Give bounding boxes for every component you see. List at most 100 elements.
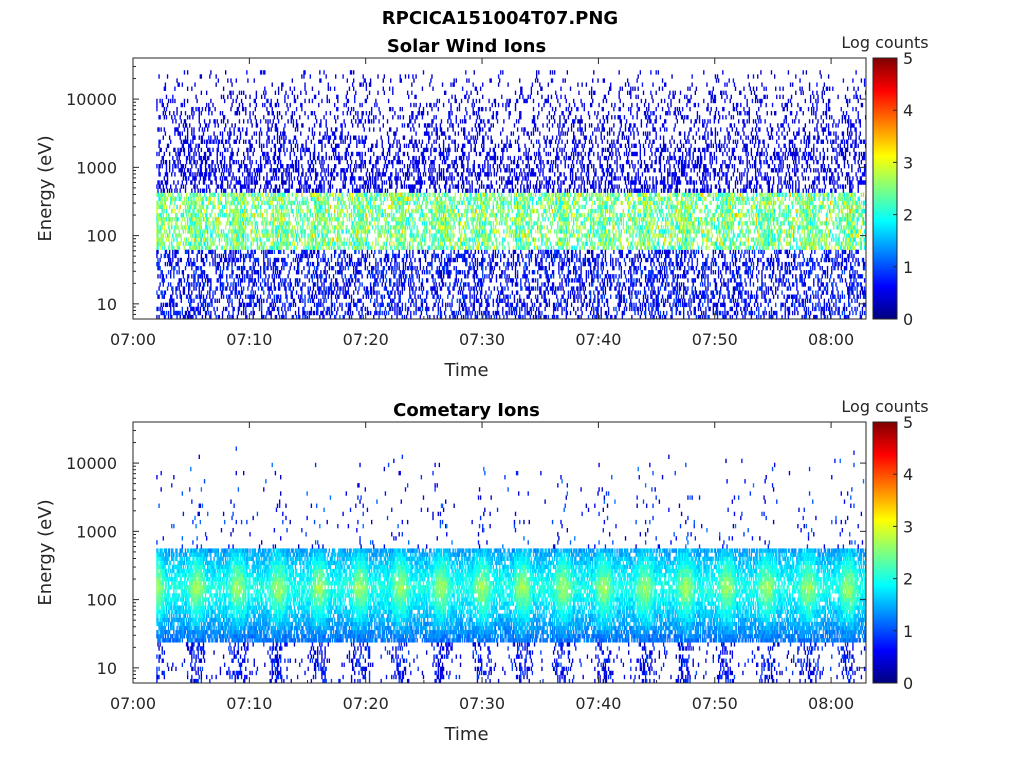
heatmap-cell: [218, 225, 219, 229]
heatmap-cell: [366, 82, 367, 86]
heatmap-cell: [199, 246, 200, 250]
heatmap-cell: [393, 270, 394, 274]
heatmap-cell: [367, 95, 368, 99]
heatmap-cell: [395, 254, 396, 258]
heatmap-cell: [191, 197, 192, 201]
heatmap-cell: [394, 307, 395, 311]
heatmap-cell: [219, 217, 220, 221]
heatmap-cell: [348, 266, 349, 270]
heatmap-cell: [186, 193, 187, 197]
heatmap-cell: [290, 286, 291, 290]
heatmap-cell: [231, 266, 232, 270]
heatmap-cell: [386, 168, 387, 172]
heatmap-cell: [207, 290, 208, 294]
heatmap-cell: [279, 201, 280, 205]
heatmap-cell: [321, 99, 322, 103]
heatmap-cell: [405, 229, 406, 233]
heatmap-cell: [395, 172, 396, 176]
heatmap-cell: [175, 197, 176, 201]
heatmap-cell: [306, 274, 307, 278]
heatmap-cell: [278, 87, 279, 91]
heatmap-cell: [291, 303, 292, 307]
heatmap-cell: [185, 164, 186, 168]
heatmap-cell: [342, 197, 343, 201]
heatmap-cell: [223, 254, 224, 258]
heatmap-cell: [367, 286, 368, 290]
heatmap-cell: [240, 250, 241, 254]
heatmap-cell: [365, 140, 366, 144]
heatmap-cell: [199, 144, 200, 148]
heatmap-cell: [330, 111, 331, 115]
heatmap-cell: [337, 307, 338, 311]
heatmap-cell: [206, 172, 207, 176]
heatmap-cell: [331, 168, 332, 172]
heatmap-cell: [214, 135, 215, 139]
heatmap-cell: [378, 213, 379, 217]
heatmap-cell: [308, 221, 309, 225]
heatmap-cell: [167, 103, 168, 107]
heatmap-cell: [220, 131, 221, 135]
heatmap-cell: [264, 262, 265, 266]
heatmap-cell: [241, 99, 242, 103]
heatmap-cell: [390, 78, 391, 82]
heatmap-cell: [202, 140, 203, 144]
heatmap-cell: [247, 201, 248, 205]
heatmap-cell: [254, 282, 255, 286]
heatmap-cell: [329, 140, 330, 144]
heatmap-cell: [258, 262, 259, 266]
heatmap-cell: [236, 99, 237, 103]
heatmap-cell: [269, 221, 270, 225]
heatmap-cell: [373, 127, 374, 131]
heatmap-cell: [245, 193, 246, 197]
heatmap-cell: [357, 233, 358, 237]
heatmap-cell: [162, 201, 163, 205]
heatmap-cell: [280, 299, 281, 303]
heatmap-cell: [407, 254, 408, 258]
heatmap-cell: [167, 262, 168, 266]
heatmap-cell: [374, 290, 375, 294]
heatmap-cell: [200, 229, 201, 233]
heatmap-cell: [184, 290, 185, 294]
heatmap-cell: [386, 246, 387, 250]
heatmap-cell: [224, 99, 225, 103]
heatmap-cell: [283, 205, 284, 209]
heatmap-cell: [188, 250, 189, 254]
heatmap-cell: [377, 176, 378, 180]
heatmap-cell: [161, 213, 162, 217]
heatmap-cell: [283, 135, 284, 139]
heatmap-cell: [382, 299, 383, 303]
heatmap-cell: [321, 189, 322, 193]
heatmap-cell: [194, 189, 195, 193]
heatmap-cell: [290, 156, 291, 160]
heatmap-cell: [166, 217, 167, 221]
heatmap-cell: [244, 176, 245, 180]
heatmap-cell: [379, 278, 380, 282]
heatmap-cell: [280, 295, 281, 299]
heatmap-cell: [166, 205, 167, 209]
heatmap-cell: [190, 258, 191, 262]
heatmap-cell: [253, 111, 254, 115]
heatmap-cell: [284, 95, 285, 99]
heatmap-cell: [366, 172, 367, 176]
heatmap-cell: [334, 213, 335, 217]
heatmap-cell: [204, 189, 205, 193]
heatmap-cell: [191, 189, 192, 193]
heatmap-cell: [216, 74, 217, 78]
heatmap-cell: [214, 237, 215, 241]
heatmap-cell: [251, 270, 252, 274]
heatmap-cell: [332, 242, 333, 246]
heatmap-cell: [207, 225, 208, 229]
heatmap-cell: [190, 160, 191, 164]
heatmap-cell: [365, 160, 366, 164]
heatmap-cell: [257, 180, 258, 184]
heatmap-cell: [404, 286, 405, 290]
heatmap-cell: [209, 189, 210, 193]
heatmap-cell: [316, 205, 317, 209]
heatmap-cell: [222, 180, 223, 184]
heatmap-cell: [335, 197, 336, 201]
heatmap-cell: [304, 111, 305, 115]
heatmap-cell: [169, 189, 170, 193]
heatmap-cell: [379, 127, 380, 131]
heatmap-cell: [378, 270, 379, 274]
heatmap-cell: [271, 217, 272, 221]
